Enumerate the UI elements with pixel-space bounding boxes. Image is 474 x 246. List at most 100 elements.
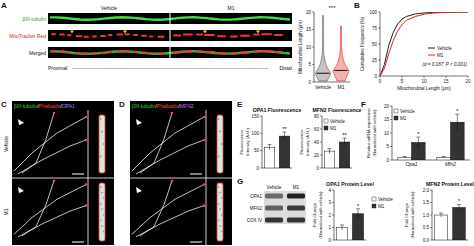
mitochondrion [134, 51, 137, 53]
error-cap [442, 156, 446, 157]
protein-label: OPA1 [250, 194, 262, 199]
legend-swatch [394, 109, 398, 113]
micrograph-strip [48, 47, 292, 58]
micrograph-strip [48, 13, 292, 24]
stain-name: Phalloidin [39, 103, 61, 109]
tick-label: 1.0 [423, 213, 430, 218]
puncta [103, 143, 105, 145]
violin-chart [312, 12, 350, 82]
axis-title: (Normalized with vehicle) [318, 191, 323, 238]
stain-header: βIII-tubulin/Phalloidin/MFN2 [132, 103, 194, 109]
puncta [219, 208, 221, 210]
stain-name: βIII-tubulin [14, 103, 38, 109]
y-tick [260, 133, 262, 134]
legend-swatch [372, 204, 376, 208]
axis-title: Fluorescence [299, 129, 304, 155]
arrowhead [18, 119, 24, 125]
mitochondrion [109, 34, 112, 36]
error-bar [268, 144, 272, 150]
plot-area [398, 114, 464, 160]
growth-cone [85, 116, 88, 119]
growth-cone [171, 179, 174, 182]
tick-label: 50 [254, 148, 260, 153]
plot-area [336, 209, 363, 240]
mitochondrion [262, 33, 271, 35]
mitochondrion [159, 36, 164, 38]
divider [206, 110, 207, 245]
band [265, 206, 283, 211]
puncta [100, 156, 102, 158]
y-tick [312, 12, 314, 13]
tick-label: 1 [328, 225, 331, 230]
y-tick [378, 28, 380, 29]
legend-swatch [324, 119, 328, 123]
growth-cone [85, 183, 88, 186]
divider [170, 13, 171, 24]
protein-label: MFN2 [250, 206, 263, 211]
scale-bar [72, 174, 84, 175]
puncta [221, 214, 223, 216]
error-cap [439, 213, 443, 214]
tick-label: 2 [328, 213, 331, 218]
growth-cone [85, 139, 88, 142]
puncta [221, 231, 223, 233]
scale-bar [190, 174, 202, 175]
tick-label: 1.5 [423, 200, 430, 205]
growth-cone [85, 204, 88, 207]
arrowhead [70, 31, 74, 34]
channel-label: MitoTracker Red [9, 33, 46, 39]
error-line [441, 213, 442, 217]
y-tick [320, 116, 322, 117]
growth-cone [203, 139, 206, 142]
error-line [329, 149, 330, 154]
y-tick [312, 82, 314, 83]
band [287, 206, 305, 211]
panel-letter: F [361, 100, 366, 109]
error-line [457, 114, 458, 130]
y-tick [332, 190, 334, 191]
significance: *** [328, 5, 336, 11]
mitochondrion [118, 50, 123, 52]
tick-label: 4 [328, 188, 331, 193]
axis-title: Intensity (A.U.) [245, 128, 250, 156]
growth-cone [203, 183, 206, 186]
axis-title: Mitochondrial Length (μm) [397, 86, 451, 91]
mitochondrion [118, 33, 123, 35]
line-chart [378, 12, 468, 78]
median [317, 73, 330, 74]
y-tick [332, 215, 334, 216]
band [287, 218, 305, 223]
band [287, 194, 305, 199]
arrowhead [203, 31, 207, 34]
axis-title: Mitochondrial Length (μm) [298, 20, 303, 74]
growth-cone [203, 116, 206, 119]
plot-area [264, 132, 290, 168]
category-label: M1 [338, 84, 345, 90]
bar-chart [332, 190, 366, 240]
tick-label: 20 [306, 10, 312, 15]
significance: ** [342, 132, 347, 138]
micrograph [130, 101, 232, 245]
violin [316, 16, 331, 81]
plot-area [435, 205, 466, 241]
puncta [219, 225, 221, 227]
legend-label: M1 [437, 53, 444, 58]
axis-title: (Normalized with vehicle) [372, 109, 377, 156]
tick-label: 0 [328, 238, 331, 243]
panel-letter: D [119, 100, 125, 109]
mitochondrion [77, 35, 82, 37]
mitochondrion [93, 53, 96, 55]
legend-label: M1 [378, 204, 385, 209]
mitochondrion [85, 53, 89, 55]
tick-label: 0 [308, 80, 311, 85]
mitochondrion [109, 51, 112, 53]
band [265, 194, 283, 199]
bar-chart [260, 116, 292, 168]
puncta [218, 156, 220, 158]
tick-label: 10 [384, 131, 390, 136]
error-line [358, 209, 359, 219]
error-cap [403, 156, 407, 157]
mitochondrion [52, 33, 55, 35]
condition-label: M1 [228, 5, 235, 11]
arrowhead [256, 31, 260, 34]
